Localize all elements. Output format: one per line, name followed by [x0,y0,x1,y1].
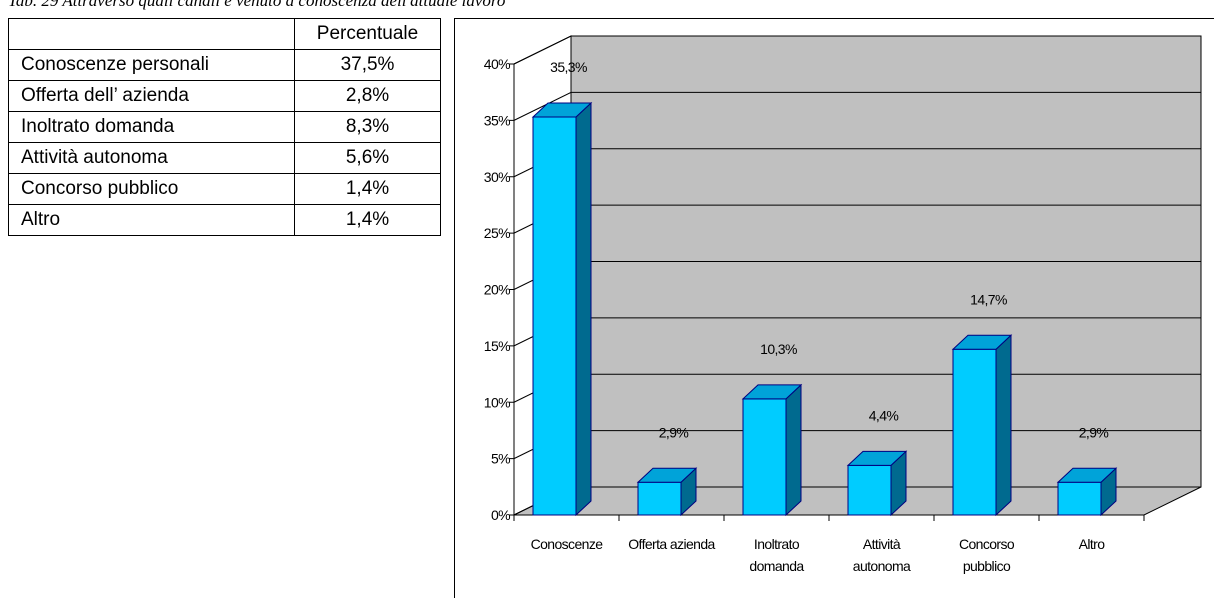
table-caption: Tab. 29 Attraverso quali canali è venuto… [8,0,506,10]
bar [531,101,593,517]
bar-data-label: 2,9% [1079,424,1109,440]
bar-data-label: 4,4% [869,407,899,423]
y-tick-label: 35% [484,112,510,128]
table-row: Inoltrato domanda 8,3% [8,111,441,143]
table-row: Concorso pubblico 1,4% [8,173,441,205]
bar-front [847,464,892,516]
bar-front [742,398,787,516]
x-category-label: Conoscenze [531,536,604,552]
bar-side [575,101,592,517]
table-row: Offerta dell’ azienda 2,8% [8,80,441,112]
x-category-label: domanda [749,558,804,574]
table-header-row: Percentuale [8,18,441,50]
x-category-label: Inoltrato [754,536,800,552]
row-label: Offerta dell’ azienda [8,80,295,112]
row-label: Inoltrato domanda [8,111,295,143]
bar [951,334,1013,517]
table-header-percent: Percentuale [294,18,441,50]
x-category-label: pubblico [963,558,1011,574]
row-label: Attività autonoma [8,142,295,174]
bar-front [1057,481,1102,516]
table-row: Attività autonoma 5,6% [8,142,441,174]
table-row: Conoscenze personali 37,5% [8,49,441,81]
percent-table: Percentuale Conoscenze personali 37,5% O… [8,18,441,236]
x-category-label: Altro [1079,536,1106,552]
row-value: 2,8% [294,80,441,112]
x-category-label: Offerta azienda [628,536,715,552]
bar-front [637,481,682,516]
bar [846,450,908,517]
row-value: 37,5% [294,49,441,81]
y-tick-label: 5% [491,451,510,467]
y-tick-label: 40% [484,56,510,72]
y-gridline [513,35,1201,65]
row-label: Concorso pubblico [8,173,295,205]
bar-front [952,348,997,516]
y-tick-label: 25% [484,225,510,241]
x-category-label: autonoma [853,558,911,574]
row-value: 1,4% [294,173,441,205]
bar [1056,467,1118,517]
row-value: 5,6% [294,142,441,174]
row-label: Conoscenze personali [8,49,295,81]
bar [741,383,803,517]
bar-top [1056,467,1118,483]
y-tick-label: 30% [484,169,510,185]
bar-data-label: 2,9% [659,424,689,440]
x-category-label: Concorso [959,536,1015,552]
bar-side [995,334,1012,517]
bar-top [636,467,698,483]
y-tick-label: 0% [491,507,510,523]
y-tick-label: 10% [484,394,510,410]
y-gridline [513,91,1201,121]
bar-data-label: 35,3% [550,59,587,75]
bar-top [741,384,803,400]
row-label: Altro [8,204,295,236]
row-value: 8,3% [294,111,441,143]
bar-data-label: 14,7% [970,291,1007,307]
x-category-label: Attività [863,536,901,552]
y-tick-label: 20% [484,282,510,298]
bar-data-label: 10,3% [760,341,797,357]
bar-top [846,450,908,466]
y-tick-label: 15% [484,338,510,354]
bar-chart: 0% 5% 10% 15% 20% 25% 30% 35% 40% 35,3% Conoscenze… [484,35,1202,574]
bar-top [951,334,1013,350]
table-row: Altro 1,4% [8,204,441,236]
row-value: 1,4% [294,204,441,236]
bar-front [532,116,577,516]
chart-frame [454,18,1214,598]
table-header-cell [8,18,295,50]
bar-side [785,383,802,517]
bar-top [531,102,593,118]
bar [636,467,698,517]
